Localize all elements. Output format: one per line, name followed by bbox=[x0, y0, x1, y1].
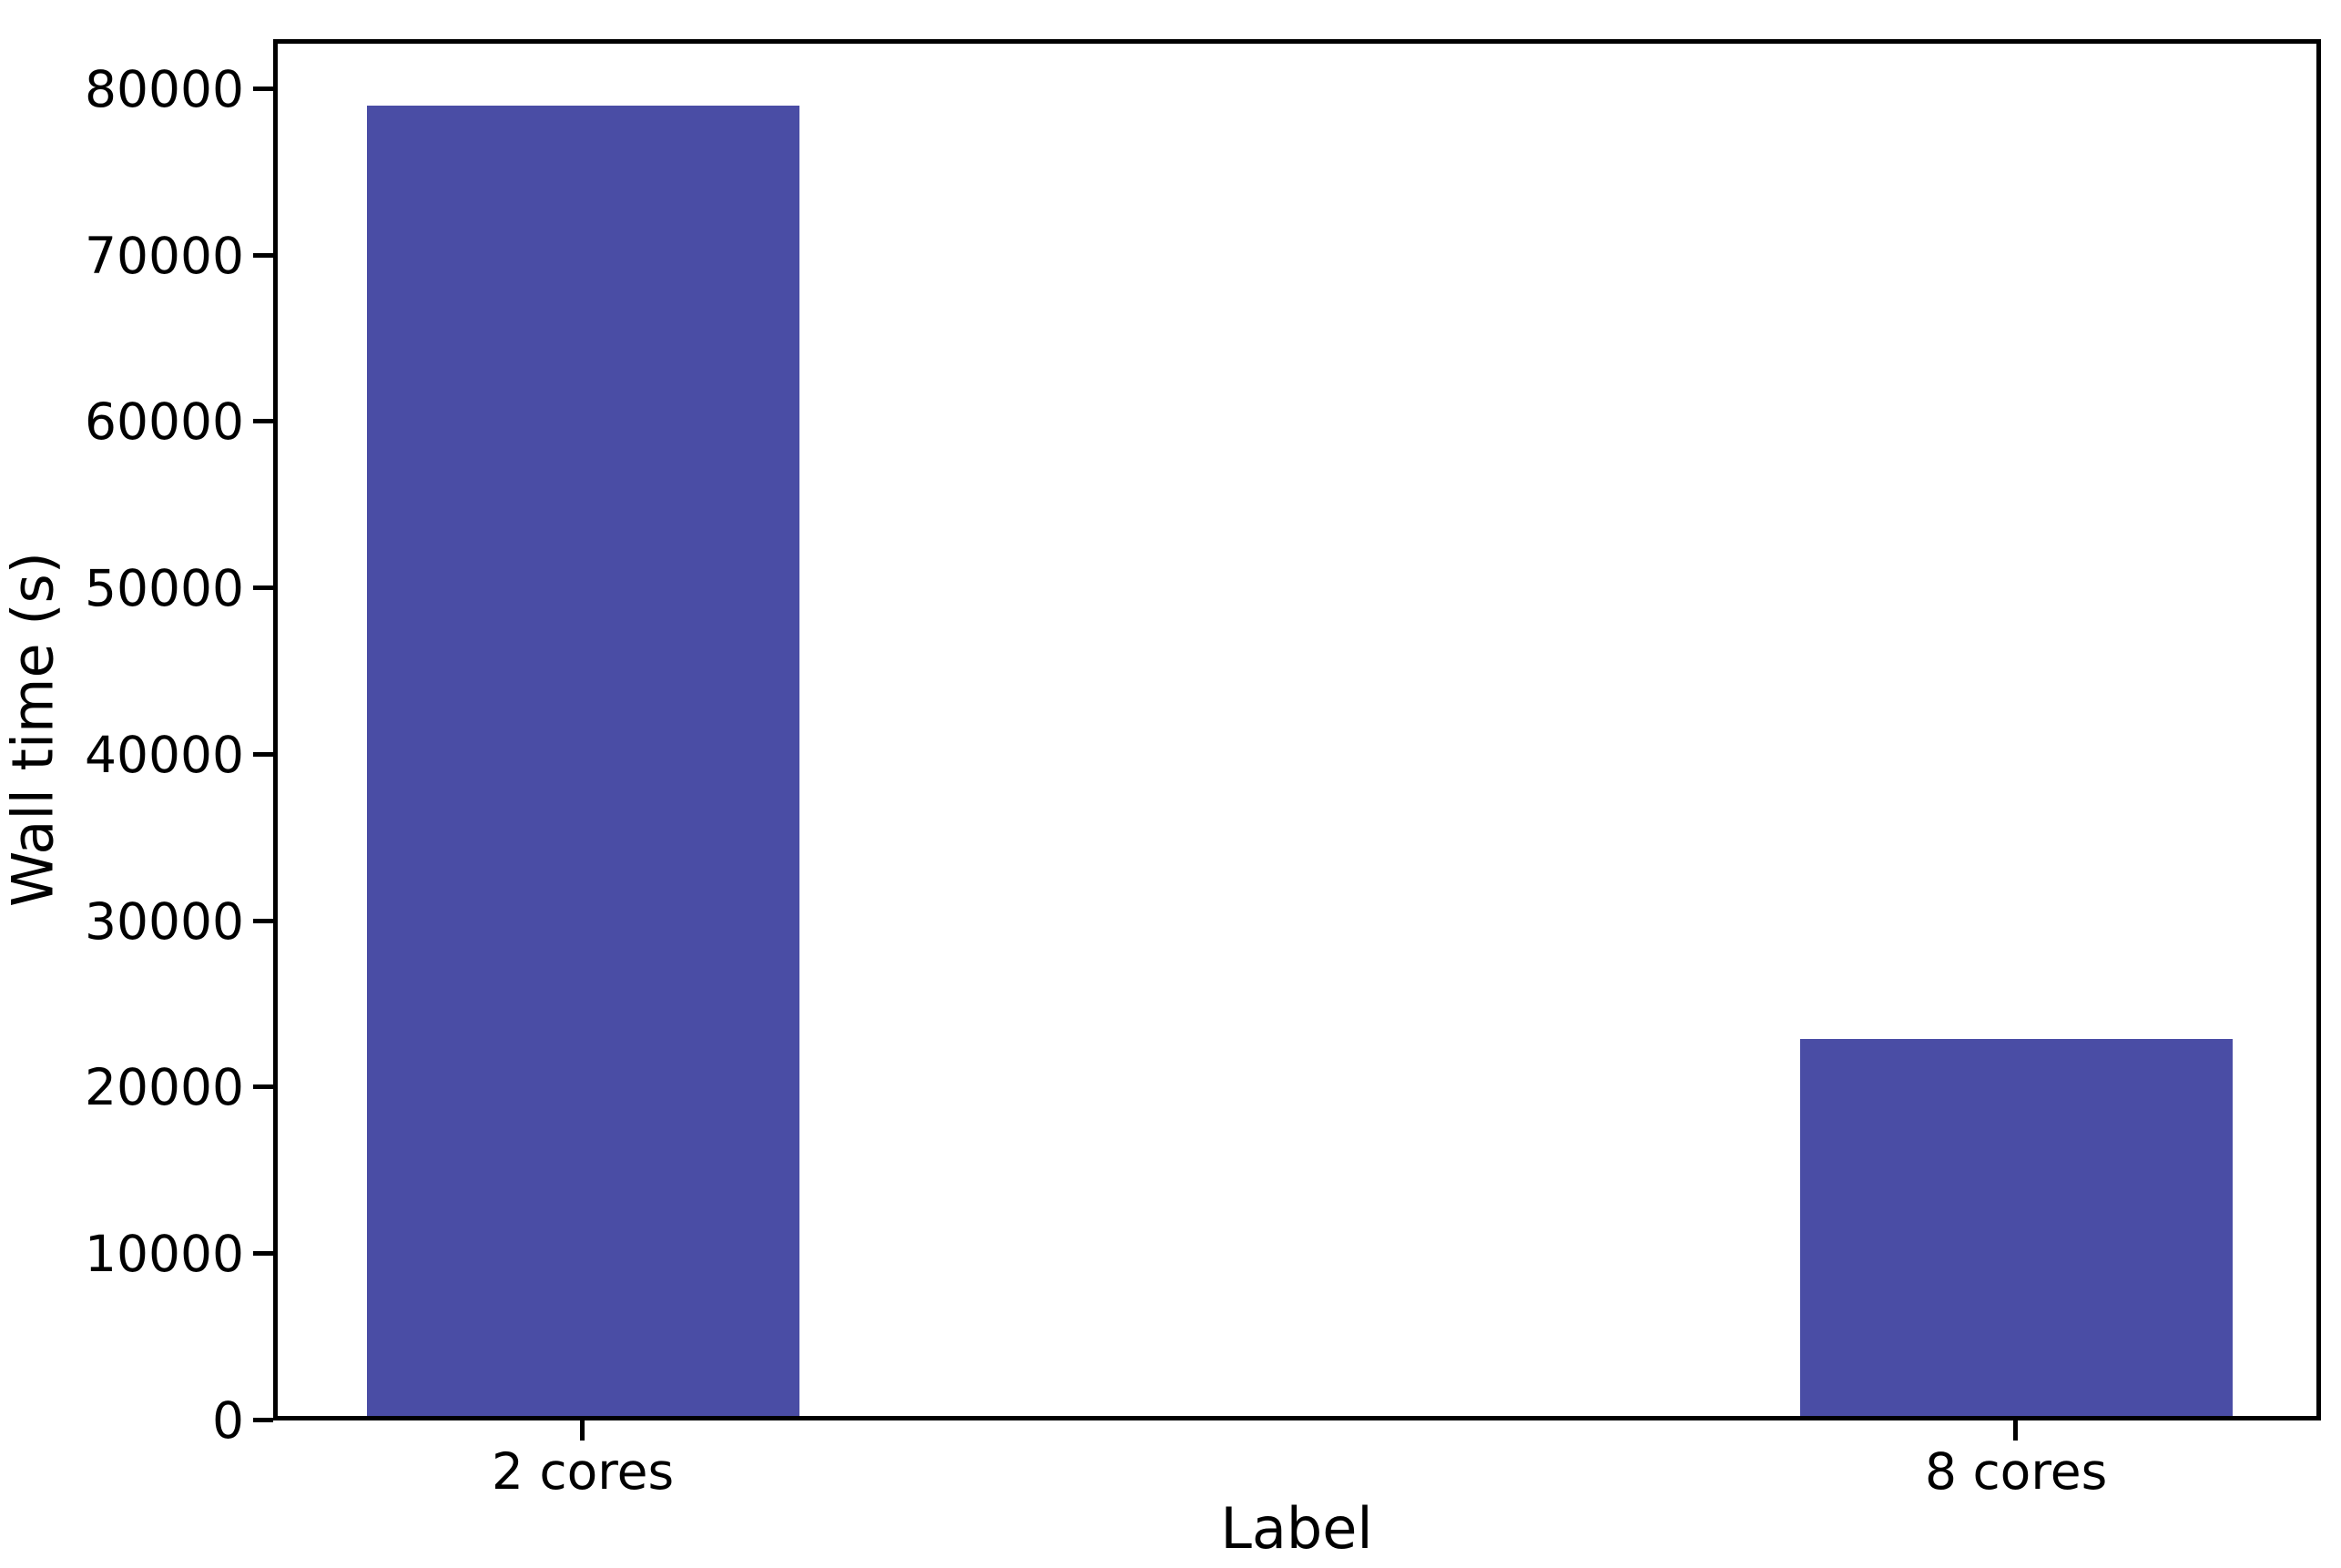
y-tick-label: 10000 bbox=[85, 1225, 244, 1284]
x-tick-label: 8 cores bbox=[1924, 1442, 2108, 1501]
y-tick-label: 20000 bbox=[85, 1058, 244, 1117]
plot-area bbox=[273, 39, 2321, 1420]
y-tick-mark bbox=[253, 585, 273, 591]
y-tick-label: 70000 bbox=[85, 226, 244, 285]
y-tick-mark bbox=[253, 252, 273, 258]
y-tick-label: 40000 bbox=[85, 725, 244, 784]
y-tick-label: 80000 bbox=[85, 59, 244, 118]
y-tick-label: 0 bbox=[212, 1391, 244, 1450]
y-tick-mark bbox=[253, 86, 273, 91]
y-tick-label: 60000 bbox=[85, 392, 244, 452]
x-tick-mark bbox=[2013, 1420, 2019, 1441]
y-tick-mark bbox=[253, 1418, 273, 1422]
y-tick-mark bbox=[253, 1084, 273, 1090]
bar-2-cores bbox=[366, 106, 799, 1420]
y-tick-label: 30000 bbox=[85, 891, 244, 951]
y-tick-mark bbox=[253, 419, 273, 424]
y-tick-mark bbox=[253, 1251, 273, 1257]
bar-8-cores bbox=[1799, 1039, 2233, 1420]
y-tick-mark bbox=[253, 918, 273, 923]
y-tick-mark bbox=[253, 751, 273, 757]
x-tick-mark bbox=[580, 1420, 585, 1441]
x-tick-label: 2 cores bbox=[491, 1442, 675, 1501]
x-axis-title: Label bbox=[1220, 1495, 1373, 1562]
y-tick-label: 50000 bbox=[85, 559, 244, 618]
